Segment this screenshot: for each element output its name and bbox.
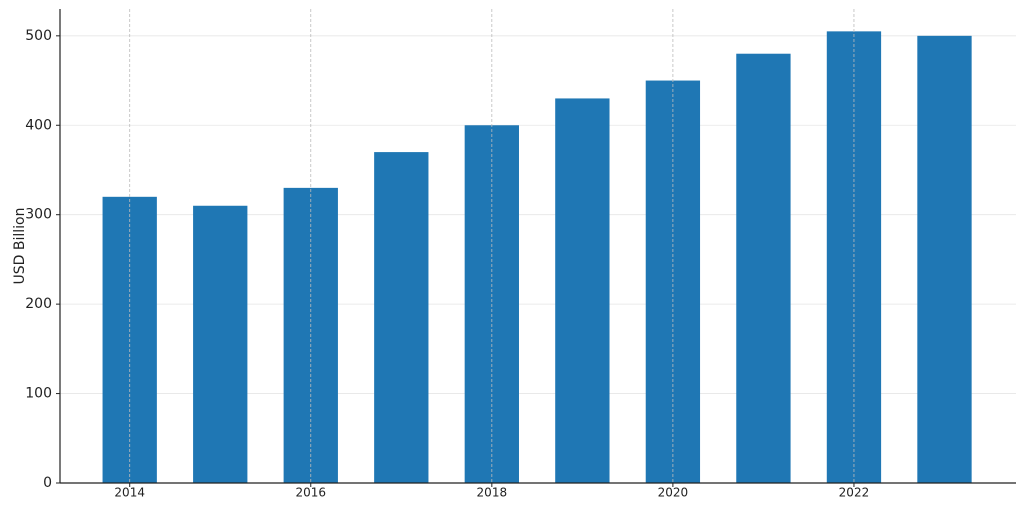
x-tick-label: 2016 — [295, 486, 326, 500]
y-tick-label: 200 — [25, 296, 52, 312]
y-tick-label: 400 — [25, 117, 52, 133]
y-tick-label: 300 — [25, 207, 52, 223]
x-tick-label: 2020 — [658, 486, 689, 500]
x-tick-label: 2022 — [839, 486, 870, 500]
bar — [917, 35, 972, 483]
y-tick-label: 0 — [43, 475, 52, 491]
x-tick-label: 2014 — [114, 486, 145, 500]
y-axis-label: USD Billion — [12, 208, 28, 285]
y-tick-label: 100 — [25, 386, 52, 402]
y-tick-label: 500 — [25, 28, 52, 44]
bar — [193, 205, 248, 484]
bar — [374, 152, 429, 483]
bar — [555, 98, 610, 483]
x-tick-label: 2018 — [477, 486, 508, 500]
bar — [736, 53, 791, 483]
